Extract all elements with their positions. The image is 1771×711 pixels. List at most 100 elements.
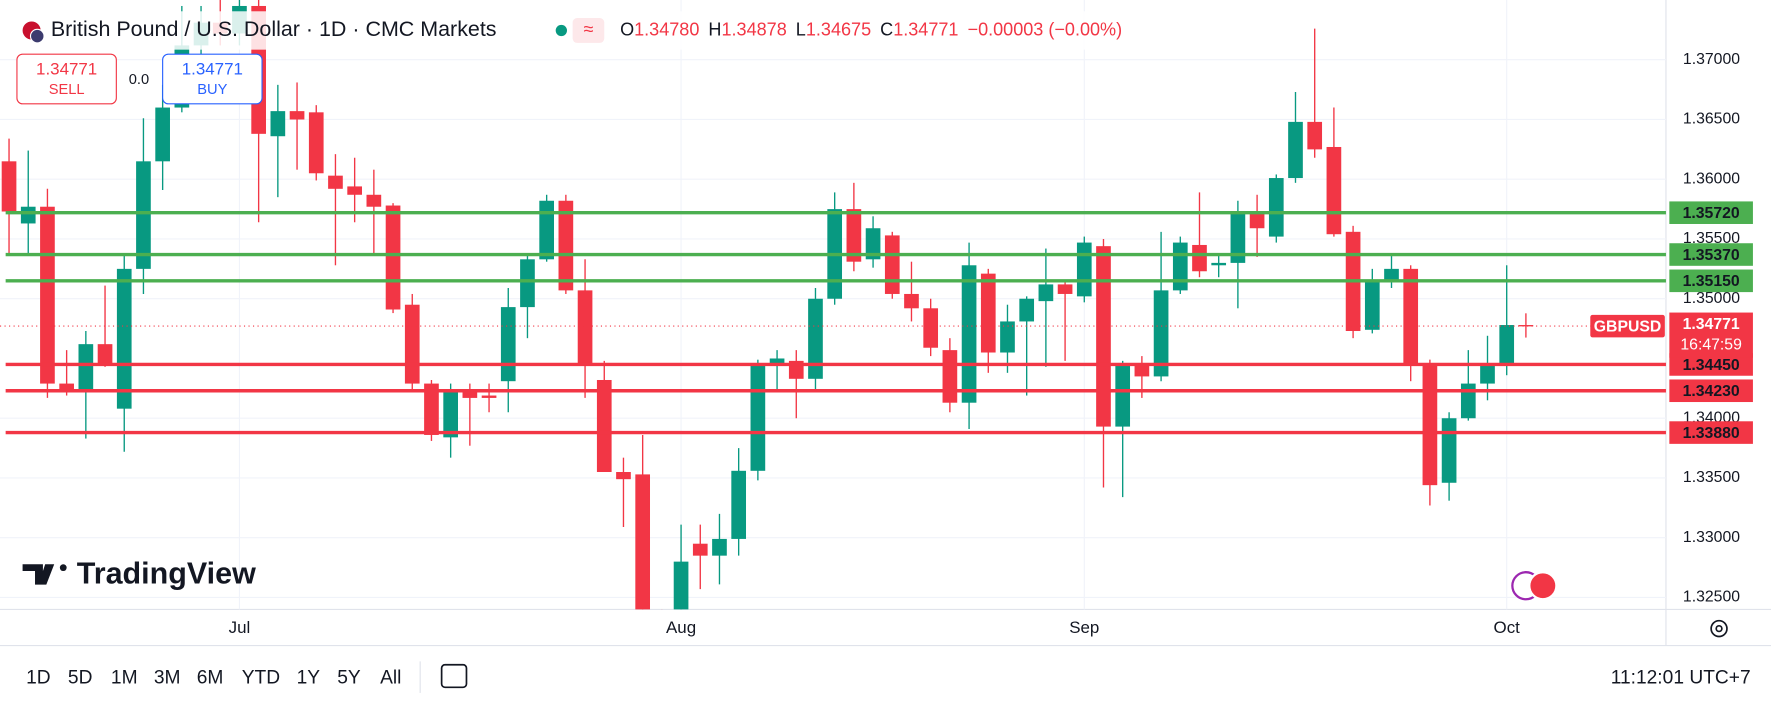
candle-body — [385, 205, 401, 310]
level-label: 1.35720 — [1683, 205, 1740, 222]
range-button[interactable]: 6M — [197, 667, 224, 688]
candle-body — [577, 290, 593, 364]
range-button[interactable]: 5D — [68, 667, 93, 688]
logo: TradingView — [22, 557, 256, 591]
ohlc-value: 1.34675 — [806, 19, 871, 39]
logo-mark — [59, 564, 67, 572]
y-tick-label: 1.33500 — [1683, 469, 1740, 486]
overlay: GBPUSD 1.34771 16:47:59 — [0, 312, 1753, 358]
candle-body — [1268, 178, 1284, 237]
range-button[interactable]: 5Y — [337, 667, 361, 688]
level-label-bg — [1669, 421, 1753, 444]
change: −0.00003 (−0.00%) — [968, 19, 1123, 39]
candle-body — [1, 161, 17, 212]
y-tick-label: 1.36000 — [1683, 170, 1740, 187]
ohlc-value: 1.34780 — [634, 19, 699, 39]
candle-body — [1076, 242, 1092, 297]
sell-price: 1.34771 — [36, 59, 97, 78]
candle-body — [1307, 121, 1323, 150]
candle-body — [462, 389, 478, 398]
candle-body — [500, 307, 516, 382]
trade: 1.34771 SELL 0.0 1.34771 BUY — [16, 53, 263, 105]
candle-body — [520, 259, 535, 308]
status-badge — [572, 18, 605, 43]
candle-body — [692, 543, 708, 556]
ohlc-label: C — [880, 19, 893, 39]
buy-button[interactable] — [162, 53, 263, 105]
ohlc-value: 1.34878 — [721, 19, 786, 39]
candle-body — [846, 209, 862, 262]
candle-body — [155, 107, 170, 162]
candle-body — [481, 395, 497, 398]
candle-body — [1364, 279, 1380, 330]
candle-body — [1153, 290, 1169, 377]
candle-body — [1518, 325, 1534, 327]
candle-body — [1422, 363, 1438, 486]
candle-body — [308, 112, 324, 174]
symbol-label: GBPUSD — [1594, 318, 1662, 335]
range-button[interactable]: 1Y — [297, 667, 321, 688]
date-range-icon[interactable] — [440, 663, 468, 689]
level-label: 1.33880 — [1683, 425, 1740, 442]
y-tick-label: 1.32500 — [1683, 589, 1740, 606]
settings-icon[interactable] — [1715, 624, 1723, 633]
ohlc-value: 1.34771 — [893, 19, 958, 39]
candle-body — [270, 111, 286, 137]
clock[interactable]: 11:12:01 UTC+7 — [1611, 667, 1751, 688]
range-button[interactable]: 1D — [26, 667, 51, 688]
candle-body — [616, 472, 631, 480]
ohlc-label: H — [708, 19, 721, 39]
candle-body — [20, 206, 36, 224]
buy-price: 1.34771 — [182, 59, 243, 78]
range-button[interactable]: 1M — [111, 667, 138, 688]
candle-body — [424, 383, 439, 435]
candle-body — [884, 235, 900, 294]
candle-body — [1403, 268, 1419, 364]
level-label: 1.34450 — [1683, 357, 1740, 374]
symbol-label-bg — [1590, 314, 1665, 338]
candle-body — [1172, 242, 1188, 291]
range-button[interactable]: 3M — [154, 667, 181, 688]
candle-body — [596, 379, 612, 473]
level-label-bg — [1669, 353, 1753, 376]
logo-mark — [22, 564, 55, 585]
candle-body — [328, 175, 343, 189]
candle-body — [1019, 298, 1035, 322]
sell-button[interactable] — [16, 53, 117, 105]
candle-body — [289, 111, 305, 120]
range-button[interactable]: All — [380, 667, 401, 688]
y-tick-label: 1.36500 — [1683, 111, 1740, 128]
y-tick-label: 1.37000 — [1683, 51, 1740, 68]
event-icon[interactable] — [1528, 571, 1558, 601]
candle-body — [961, 265, 977, 403]
x-tick-label: Oct — [1494, 618, 1521, 637]
candle-body — [750, 363, 766, 471]
y-tick-label: 1.35500 — [1683, 230, 1740, 247]
candle-body — [1288, 121, 1303, 179]
last-price-label: 1.34771 — [1683, 316, 1740, 333]
x-tick-label: Sep — [1069, 618, 1099, 637]
settings-icon[interactable] — [1710, 619, 1728, 638]
countdown: 16:47:59 — [1680, 336, 1742, 353]
candle-body — [1326, 146, 1342, 235]
last-price-bg — [1669, 312, 1753, 358]
candle-body — [558, 200, 574, 291]
candle-body — [97, 344, 113, 365]
level-label-bg — [1669, 243, 1753, 266]
candle-body — [40, 206, 55, 384]
candle-body — [1460, 383, 1476, 419]
candle-body — [443, 389, 458, 438]
candle-body — [539, 200, 555, 260]
candle-body — [731, 470, 747, 539]
toolbar: 11:12:01 UTC+7 1D 5D 1M 3M 6M YTD 1Y 5Y All — [26, 661, 1751, 693]
candle-body — [78, 344, 94, 390]
ohlc-label: O — [620, 19, 634, 39]
symbol-icon — [29, 28, 45, 44]
x-tick-label: Aug — [666, 618, 696, 637]
status-dot — [555, 24, 567, 37]
spread: 0.0 — [129, 72, 149, 88]
candle-body — [1134, 363, 1150, 377]
range-button[interactable]: YTD — [242, 667, 280, 688]
